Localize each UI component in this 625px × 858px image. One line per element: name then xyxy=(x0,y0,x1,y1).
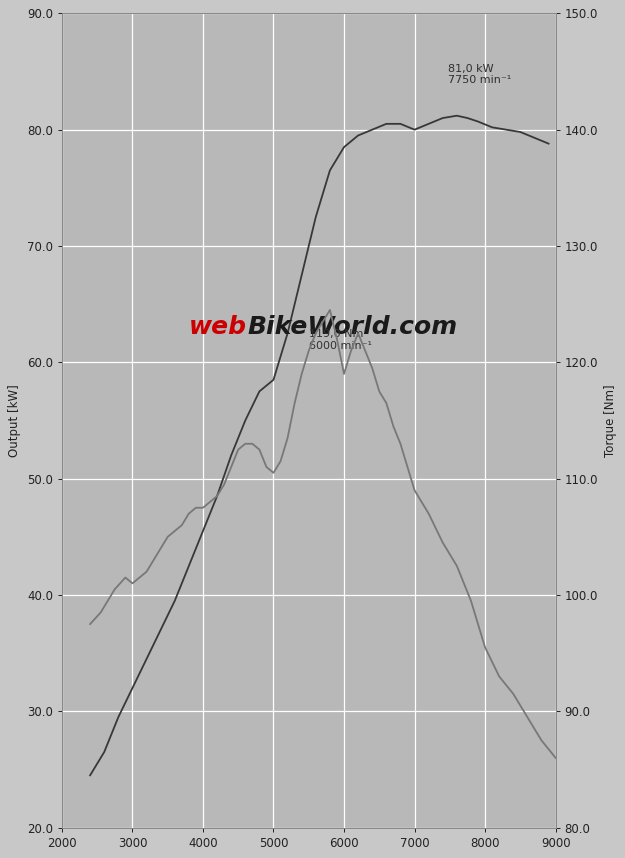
Text: web: web xyxy=(189,315,247,339)
Text: 119,0 Nm
6000 min⁻¹: 119,0 Nm 6000 min⁻¹ xyxy=(309,329,372,351)
Text: BikeWorld.com: BikeWorld.com xyxy=(247,315,457,339)
Text: 81,0 kW
7750 min⁻¹: 81,0 kW 7750 min⁻¹ xyxy=(448,63,512,86)
Y-axis label: Output [kW]: Output [kW] xyxy=(8,384,21,456)
Y-axis label: Torque [Nm]: Torque [Nm] xyxy=(604,384,617,456)
